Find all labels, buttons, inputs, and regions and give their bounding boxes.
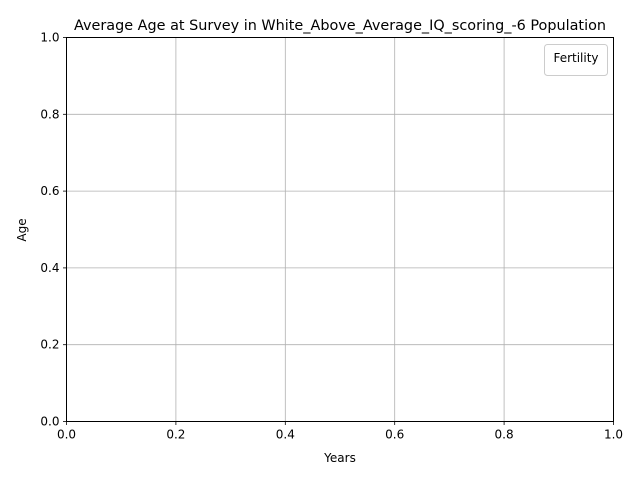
x-axis-label: Years [323,451,356,465]
legend-box [544,44,608,76]
grid-lines [66,37,614,422]
x-tick-label: 0.4 [276,428,295,442]
plot-area-frame [66,37,614,422]
y-tick-label: 0.6 [40,184,59,198]
legend-title: Fertility [553,51,598,65]
y-tick-label: 1.0 [40,31,59,45]
y-tick-label: 0.4 [40,261,59,275]
axis-ticks: 0.0 0.2 0.4 0.6 0.8 1.0 0.0 0.2 0.4 0.6 0.8 1.0 [40,31,623,442]
y-tick-label: 0.8 [40,107,59,121]
x-tick-label: 0.6 [385,428,404,442]
chart-title: Average Age at Survey in White_Above_Ave… [74,18,606,34]
y-axis-label: Age [15,218,29,241]
x-tick-label: 0.8 [495,428,514,442]
legend: Fertility [544,44,608,76]
x-tick-label: 0.0 [57,428,76,442]
y-tick-label: 0.2 [40,338,59,352]
y-tick-label: 0.0 [40,415,59,429]
x-tick-label: 1.0 [604,428,623,442]
x-tick-label: 0.2 [166,428,185,442]
